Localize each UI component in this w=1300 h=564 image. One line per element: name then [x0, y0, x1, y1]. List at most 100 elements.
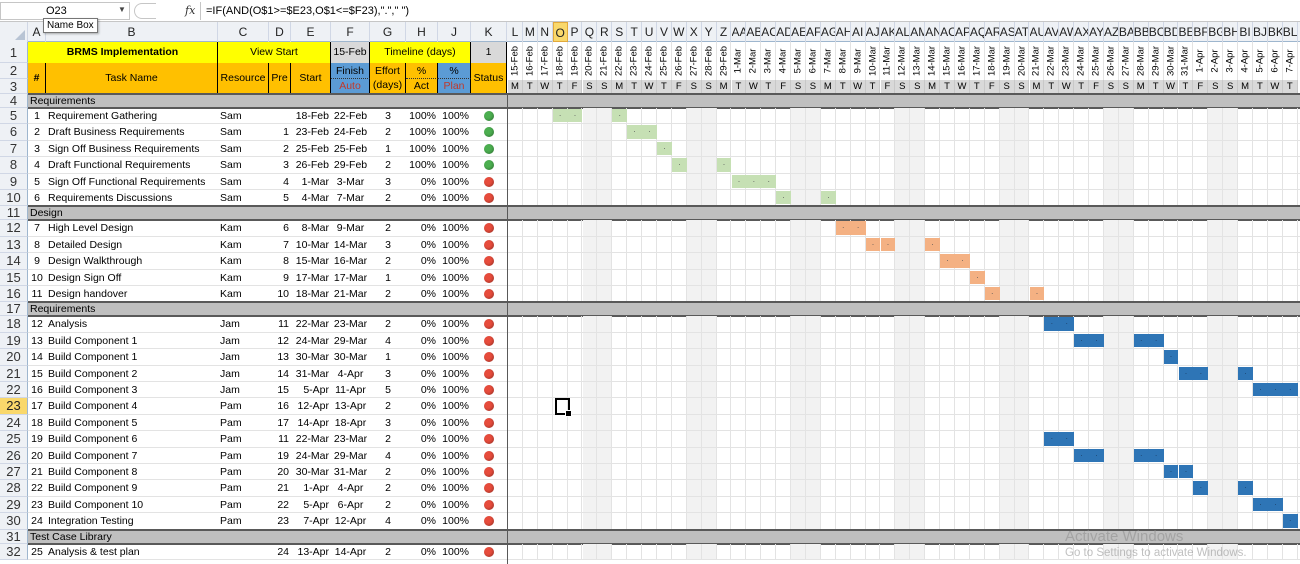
predecessor[interactable]: 20: [277, 466, 289, 478]
gantt-cell[interactable]: [523, 220, 538, 236]
gantt-cell[interactable]: [821, 332, 836, 349]
task-name[interactable]: Detailed Design: [48, 238, 123, 251]
gantt-cell[interactable]: [895, 543, 911, 559]
gantt-cell[interactable]: [1089, 190, 1104, 206]
gantt-cell[interactable]: [895, 253, 911, 269]
gantt-cell[interactable]: [836, 513, 851, 529]
gantt-cell[interactable]: [881, 464, 896, 480]
gantt-cell[interactable]: [717, 464, 732, 480]
gantt-cell[interactable]: [672, 414, 687, 431]
gantt-cell[interactable]: [1134, 269, 1149, 285]
gantt-cell[interactable]: [1193, 414, 1209, 431]
gantt-cell[interactable]: [955, 513, 970, 529]
actual-percent[interactable]: 0%: [420, 433, 436, 446]
gantt-cell[interactable]: [866, 365, 881, 381]
gantt-cell[interactable]: [1193, 332, 1209, 349]
gantt-cell[interactable]: [657, 316, 672, 332]
task-row[interactable]: ..: [28, 157, 1300, 174]
actual-percent[interactable]: 0%: [420, 318, 436, 331]
gantt-cell[interactable]: [761, 190, 777, 206]
gantt-cell[interactable]: [970, 173, 985, 189]
gantt-cell[interactable]: [895, 480, 911, 496]
gantt-cell[interactable]: [1074, 173, 1090, 189]
gantt-cell[interactable]: [701, 316, 717, 332]
gantt-cell[interactable]: [1059, 480, 1075, 496]
start-date[interactable]: 26-Feb: [295, 159, 329, 172]
gantt-cell[interactable]: [1268, 332, 1283, 349]
start-date[interactable]: 18-Feb: [295, 110, 329, 122]
gantt-cell[interactable]: [1089, 140, 1104, 157]
gantt-cell[interactable]: [1179, 382, 1194, 398]
finish-date[interactable]: 13-Apr: [334, 400, 367, 413]
task-number[interactable]: 14: [31, 351, 43, 364]
gantt-cell[interactable]: [657, 332, 672, 349]
gantt-cell[interactable]: [985, 173, 1000, 189]
gantt-cell[interactable]: [940, 431, 955, 447]
gantt-cell[interactable]: [582, 543, 598, 559]
gantt-cell[interactable]: [642, 349, 657, 365]
gantt-cell[interactable]: [1193, 253, 1209, 269]
task-name[interactable]: Design Walkthrough: [48, 255, 143, 268]
gantt-cell[interactable]: [851, 316, 866, 332]
predecessor[interactable]: 8: [283, 255, 289, 268]
gantt-cell[interactable]: [1283, 480, 1298, 496]
gantt-cell[interactable]: [568, 253, 583, 269]
gantt-cell[interactable]: [1253, 513, 1268, 529]
resource[interactable]: Pam: [220, 400, 242, 413]
start-date[interactable]: 1-Apr: [303, 482, 329, 495]
gantt-cell[interactable]: [925, 157, 941, 173]
gantt-cell[interactable]: [1044, 236, 1060, 253]
gantt-cell[interactable]: [1014, 496, 1030, 513]
gantt-cell[interactable]: [761, 398, 777, 414]
gantt-cell[interactable]: [523, 513, 538, 529]
gantt-cell[interactable]: [746, 108, 762, 124]
gantt-cell[interactable]: [836, 447, 851, 463]
gantt-cell[interactable]: [761, 447, 777, 463]
column-header-bb[interactable]: BB: [1134, 22, 1149, 42]
gantt-cell[interactable]: [925, 253, 941, 269]
predecessor[interactable]: 17: [277, 416, 289, 429]
gantt-cell[interactable]: [1134, 157, 1149, 173]
gantt-cell[interactable]: [642, 236, 657, 253]
gantt-cell[interactable]: [1149, 236, 1164, 253]
gantt-cell[interactable]: [686, 157, 702, 173]
gantt-cell[interactable]: [701, 140, 717, 157]
gantt-cell[interactable]: [895, 157, 911, 173]
gantt-cell[interactable]: [806, 349, 821, 365]
resource[interactable]: Pam: [220, 449, 242, 462]
gantt-cell[interactable]: [851, 431, 866, 447]
gantt-cell[interactable]: [1193, 190, 1209, 206]
gantt-cell[interactable]: [1134, 349, 1149, 365]
gantt-cell[interactable]: [746, 496, 762, 513]
gantt-cell[interactable]: [1104, 480, 1119, 496]
gantt-cell[interactable]: [582, 464, 598, 480]
gantt-cell[interactable]: [1014, 332, 1030, 349]
gantt-cell[interactable]: [1134, 431, 1149, 447]
gantt-cell[interactable]: [1014, 236, 1030, 253]
actual-percent[interactable]: 0%: [420, 288, 436, 300]
task-name[interactable]: Draft Functional Requirements: [48, 159, 191, 172]
row-header-22[interactable]: 22: [0, 382, 28, 399]
gantt-cell[interactable]: [1134, 220, 1149, 236]
gantt-cell[interactable]: [1179, 173, 1194, 189]
gantt-cell[interactable]: [940, 124, 955, 140]
gantt-cell[interactable]: [642, 190, 657, 206]
row-header-31[interactable]: 31: [0, 529, 28, 544]
start-date[interactable]: 18-Mar: [295, 288, 329, 300]
gantt-cell[interactable]: [761, 236, 777, 253]
gantt-cell[interactable]: [1223, 365, 1239, 381]
gantt-cell[interactable]: [1118, 398, 1134, 414]
gantt-cell[interactable]: [672, 447, 687, 463]
gantt-cell[interactable]: [1268, 157, 1283, 173]
gantt-cell[interactable]: [1089, 398, 1104, 414]
gantt-cell[interactable]: [940, 398, 955, 414]
gantt-cell[interactable]: [1283, 398, 1298, 414]
gantt-cell[interactable]: [523, 414, 538, 431]
gantt-cell[interactable]: [642, 140, 657, 157]
gantt-cell[interactable]: [895, 124, 911, 140]
gantt-cell[interactable]: [1059, 398, 1075, 414]
gantt-cell[interactable]: [1238, 236, 1253, 253]
gantt-cell[interactable]: [1074, 140, 1090, 157]
gantt-cell[interactable]: [1208, 447, 1224, 463]
gantt-cell[interactable]: [1030, 431, 1045, 447]
